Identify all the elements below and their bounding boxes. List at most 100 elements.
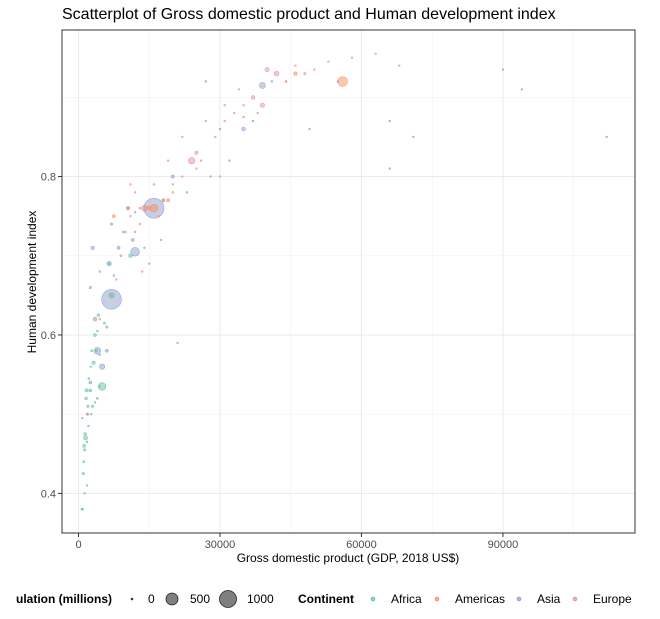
x-axis: 0 30000 60000 90000: [75, 533, 518, 551]
data-point-asia: [88, 285, 92, 289]
data-point-africa: [83, 432, 87, 436]
data-point-africa: [85, 484, 89, 487]
data-point-americas: [223, 119, 226, 123]
data-point-americas: [166, 198, 170, 203]
x-tick-label: 60000: [346, 539, 377, 551]
size-legend-key: [130, 597, 134, 601]
grid-lines: [62, 30, 635, 533]
data-point-asia: [110, 222, 114, 226]
size-legend-key: [165, 592, 179, 606]
data-point-africa: [98, 385, 101, 388]
color-legend-key: [370, 596, 376, 602]
data-point-americas: [138, 222, 142, 226]
data-point-asia: [99, 363, 106, 370]
data-point-asia: [336, 80, 340, 83]
data-point-americas: [161, 198, 165, 202]
data-point-africa: [143, 246, 146, 250]
data-point-africa: [88, 388, 93, 393]
data-points: [80, 52, 608, 511]
data-point-europe: [397, 64, 401, 67]
size-legend-key: [219, 590, 237, 608]
data-point-africa: [93, 401, 97, 404]
data-point-europe: [256, 111, 259, 115]
x-tick-label: 90000: [488, 539, 519, 551]
data-point-americas: [112, 214, 116, 218]
color-legend-label: Africa: [391, 592, 422, 606]
data-point-africa: [98, 382, 107, 391]
data-point-europe: [195, 167, 198, 170]
data-point-asia: [138, 207, 142, 210]
chart-title: Scatterplot of Gross domestic product an…: [62, 6, 556, 23]
data-point-asia: [209, 175, 212, 178]
data-point-asia: [176, 341, 179, 345]
data-point-europe: [374, 52, 377, 55]
data-point-europe: [294, 64, 297, 67]
x-tick-label: 0: [75, 539, 81, 551]
data-point-americas: [85, 412, 89, 416]
data-point-europe: [264, 67, 270, 72]
data-point-africa: [96, 329, 99, 333]
data-point-asia: [501, 68, 505, 71]
data-point-europe: [188, 157, 196, 165]
y-tick-label: 0.6: [41, 330, 56, 342]
data-point-asia: [218, 127, 222, 131]
data-point-africa: [124, 230, 127, 234]
data-point-africa: [94, 349, 98, 353]
data-point-asia: [171, 174, 175, 179]
data-point-americas: [159, 238, 163, 242]
data-point-africa: [80, 508, 84, 511]
data-point-africa: [91, 360, 96, 365]
data-point-africa: [107, 262, 111, 265]
data-point-africa: [96, 396, 99, 400]
data-point-asia: [204, 80, 208, 83]
data-point-asia: [116, 246, 121, 250]
data-point-africa: [82, 444, 86, 448]
data-point-africa: [84, 396, 88, 400]
data-point-europe: [242, 104, 245, 107]
x-tick-label: 30000: [205, 539, 236, 551]
data-point-africa: [84, 388, 89, 393]
data-point-asia: [130, 247, 140, 257]
color-legend-key: [434, 596, 440, 602]
size-legend-label: 500: [190, 592, 210, 606]
data-point-asia: [101, 289, 122, 310]
data-point-africa: [105, 325, 109, 329]
data-point-asia: [88, 380, 93, 385]
data-point-africa: [90, 349, 94, 353]
data-point-europe: [143, 207, 146, 210]
data-point-europe: [250, 95, 256, 100]
data-point-americas: [110, 294, 113, 297]
data-point-americas: [115, 278, 118, 281]
data-point-asia: [388, 119, 391, 123]
data-point-africa: [96, 313, 100, 317]
data-point-africa: [112, 274, 116, 277]
data-point-africa: [85, 440, 89, 444]
data-point-europe: [214, 135, 217, 139]
data-point-europe: [171, 183, 175, 186]
data-point-americas: [171, 191, 175, 194]
data-point-europe: [303, 72, 307, 75]
data-point-americas: [140, 270, 144, 273]
data-point-europe: [232, 111, 236, 115]
y-tick-label: 0.8: [41, 172, 56, 184]
data-point-asia: [605, 135, 608, 139]
size-legend-label: 1000: [247, 592, 274, 606]
color-legend-key: [572, 596, 578, 602]
size-legend-items: 0 500 1000: [130, 590, 274, 608]
data-point-asia: [130, 238, 135, 242]
color-legend-title: Continent: [298, 592, 354, 606]
data-point-europe: [194, 150, 199, 155]
data-point-asia: [126, 207, 130, 210]
data-point-asia: [148, 262, 151, 265]
data-point-europe: [133, 191, 137, 194]
data-point-americas: [337, 76, 348, 87]
data-point-europe: [166, 159, 170, 162]
data-point-americas: [157, 214, 160, 218]
data-point-asia: [103, 321, 106, 325]
data-point-americas: [284, 80, 288, 83]
data-point-africa: [90, 412, 93, 416]
legend: ulation (millions) 0 500 1000 Continent Af…: [16, 590, 632, 608]
data-point-americas: [181, 175, 184, 178]
data-point-africa: [87, 424, 90, 428]
